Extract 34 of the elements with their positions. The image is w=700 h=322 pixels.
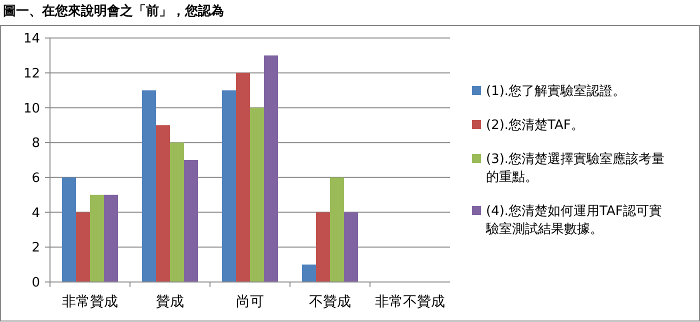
bar [330,177,344,282]
x-tick-label: 不贊成 [309,294,351,310]
bar [316,212,330,282]
bar [156,125,170,282]
x-tick-label: 贊成 [156,294,184,310]
chart-title: 圖一、在您來說明會之「前」，您認為 [3,3,224,19]
bar [302,264,316,282]
legend-label: (1).您了解實驗室認證。 [486,83,626,99]
x-tick-label: 非常不贊成 [375,294,445,310]
legend-label: (4).您清楚如何運用TAF認可實驗室測試結果數據。 [485,204,662,237]
y-tick-label: 2 [32,240,40,256]
legend-label: (3).您清楚選擇實驗室應該考量的重點。 [486,151,665,185]
bar [170,142,184,282]
y-tick-label: 14 [23,32,40,47]
x-tick-label: 非常贊成 [62,294,118,310]
bar [250,108,264,282]
y-tick-label: 4 [32,206,40,221]
y-tick-label: 8 [32,136,40,152]
bar [264,55,278,282]
bar [184,160,198,282]
y-tick-label: 0 [32,276,40,291]
bar [344,212,358,282]
x-tick-label: 尚可 [236,294,264,310]
bar [90,194,104,282]
bar [62,177,76,282]
bar [76,212,90,282]
y-tick-label: 12 [23,66,40,82]
y-tick-label: 10 [23,101,40,116]
legend-label: (2).您清楚TAF。 [486,118,584,133]
bar [236,72,250,282]
bar [222,90,236,282]
bar [142,90,156,282]
bar [104,194,118,282]
y-tick-label: 6 [32,170,40,186]
